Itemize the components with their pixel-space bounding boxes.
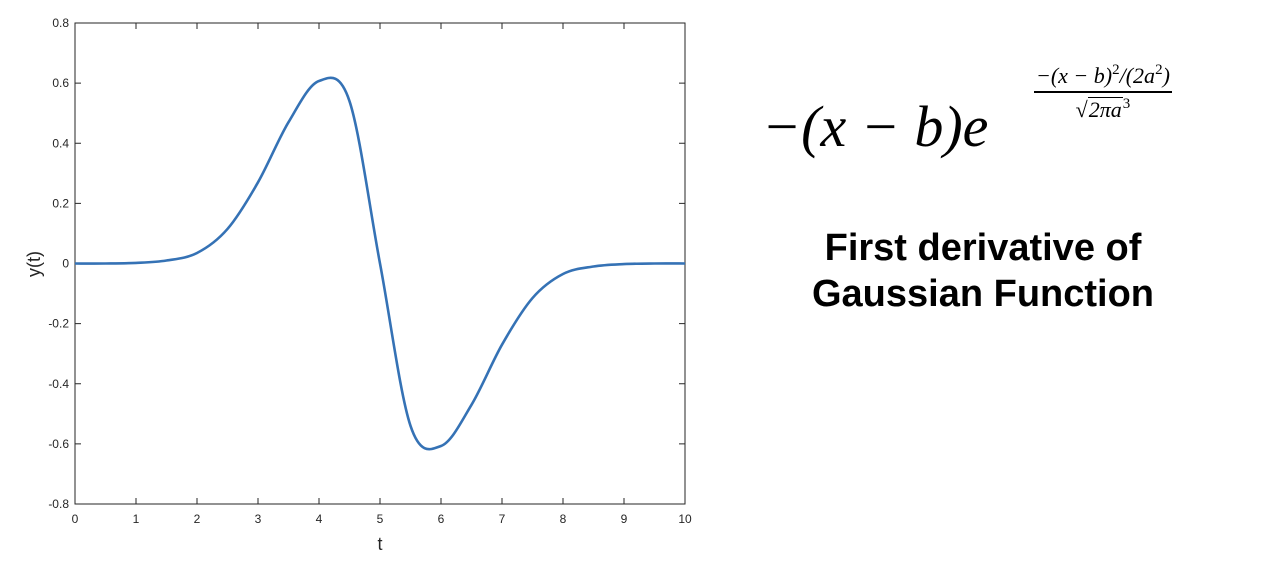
y-axis-title: y(t) [24,251,44,277]
x-tick-label: 9 [621,512,628,526]
x-tick-label: 7 [499,512,506,526]
x-tick-label: 10 [678,512,692,526]
x-axis: 0 1 2 3 4 5 6 7 8 9 10 [72,23,692,526]
y-axis: -0.8 -0.6 -0.4 -0.2 0 0.2 0.4 0.6 0.8 [48,16,685,511]
x-tick-label: 1 [133,512,140,526]
denominator-text: 2πa [1088,97,1122,123]
x-axis-title: t [377,534,382,554]
y-tick-label: -0.8 [48,497,69,511]
y-tick-label: -0.2 [48,317,69,331]
caption-line-1: First derivative of [824,227,1142,269]
numerator-exp-2: 2 [1155,62,1163,78]
y-tick-label: -0.6 [48,437,69,451]
sqrt-body: 2πa [1087,97,1123,123]
chart-caption: First derivative of Gaussian Function [738,226,1228,317]
x-tick-label: 0 [72,512,79,526]
x-tick-label: 4 [316,512,323,526]
formula-base: −(x − b)e [762,98,988,156]
x-tick-label: 6 [438,512,445,526]
x-tick-label: 5 [377,512,384,526]
x-tick-label: 8 [560,512,567,526]
series-line [74,76,686,451]
caption-line-2: Gaussian Function [811,272,1155,315]
y-tick-label: 0.8 [52,16,69,30]
y-tick-label: 0.4 [52,136,69,150]
numerator-part-2: /(2a [1119,63,1156,88]
formula-numerator: −(x − b)2/(2a2) [1034,62,1172,94]
gaussian-derivative-formula: −(x − b)e −(x − b)2/(2a2) √2πa3 [762,62,1262,192]
numerator-part: −(x − b) [1036,63,1113,88]
line-chart: 0 1 2 3 4 5 6 7 8 9 10 -0.8-0.6-0.4-0.200.20.40.60… [24,16,692,554]
y-tick-label: 0.2 [52,196,69,210]
formula-base-text: −(x − b)e [762,94,989,159]
formula-exponent: −(x − b)2/(2a2) √2πa3 [1034,62,1172,122]
numerator-exp: 2 [1112,62,1120,78]
denominator-exp: 3 [1122,96,1131,113]
y-tick-label: -0.4 [48,377,69,391]
y-tick-label: 0 [62,257,69,271]
x-tick-label: 2 [194,512,201,526]
x-tick-label: 3 [255,512,262,526]
formula-denominator: √2πa3 [1034,93,1172,122]
sqrt-sign: √ [1075,97,1088,123]
y-tick-label: 0.6 [52,76,69,90]
numerator-part-3: ) [1162,63,1170,88]
